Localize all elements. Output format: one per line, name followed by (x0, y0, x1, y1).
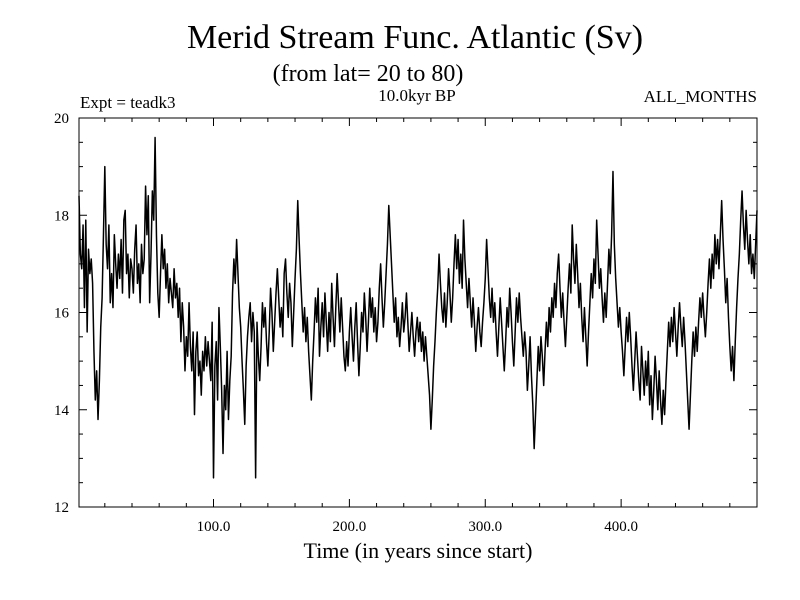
x-tick-label: 400.0 (604, 519, 638, 535)
x-axis: 100.0 200.0 300.0 400.0 (104, 118, 731, 535)
plot-lines (78, 136, 758, 479)
x-axis-label: Time (in years since start) (304, 538, 533, 563)
x-tick-label: 100.0 (197, 519, 231, 535)
y-tick-label: 12 (54, 500, 69, 516)
x-tick-label: 300.0 (468, 519, 502, 535)
chart-subtitle: (from lat= 20 to 80) (273, 61, 464, 87)
experiment-label: Expt = teadk3 (80, 93, 176, 112)
y-tick-label: 18 (54, 208, 69, 224)
y-tick-label: 14 (54, 403, 70, 419)
y-axis: 12 14 16 18 20 (54, 111, 757, 516)
series-line (78, 136, 758, 479)
period-label: 10.0kyr BP (378, 86, 455, 105)
plot-frame (78, 117, 758, 508)
y-tick-label: 20 (54, 111, 69, 127)
y-tick-label: 16 (54, 306, 70, 322)
x-tick-label: 200.0 (333, 519, 367, 535)
chart-title: Merid Stream Func. Atlantic (Sv) (187, 19, 643, 56)
months-label: ALL_MONTHS (644, 87, 757, 106)
